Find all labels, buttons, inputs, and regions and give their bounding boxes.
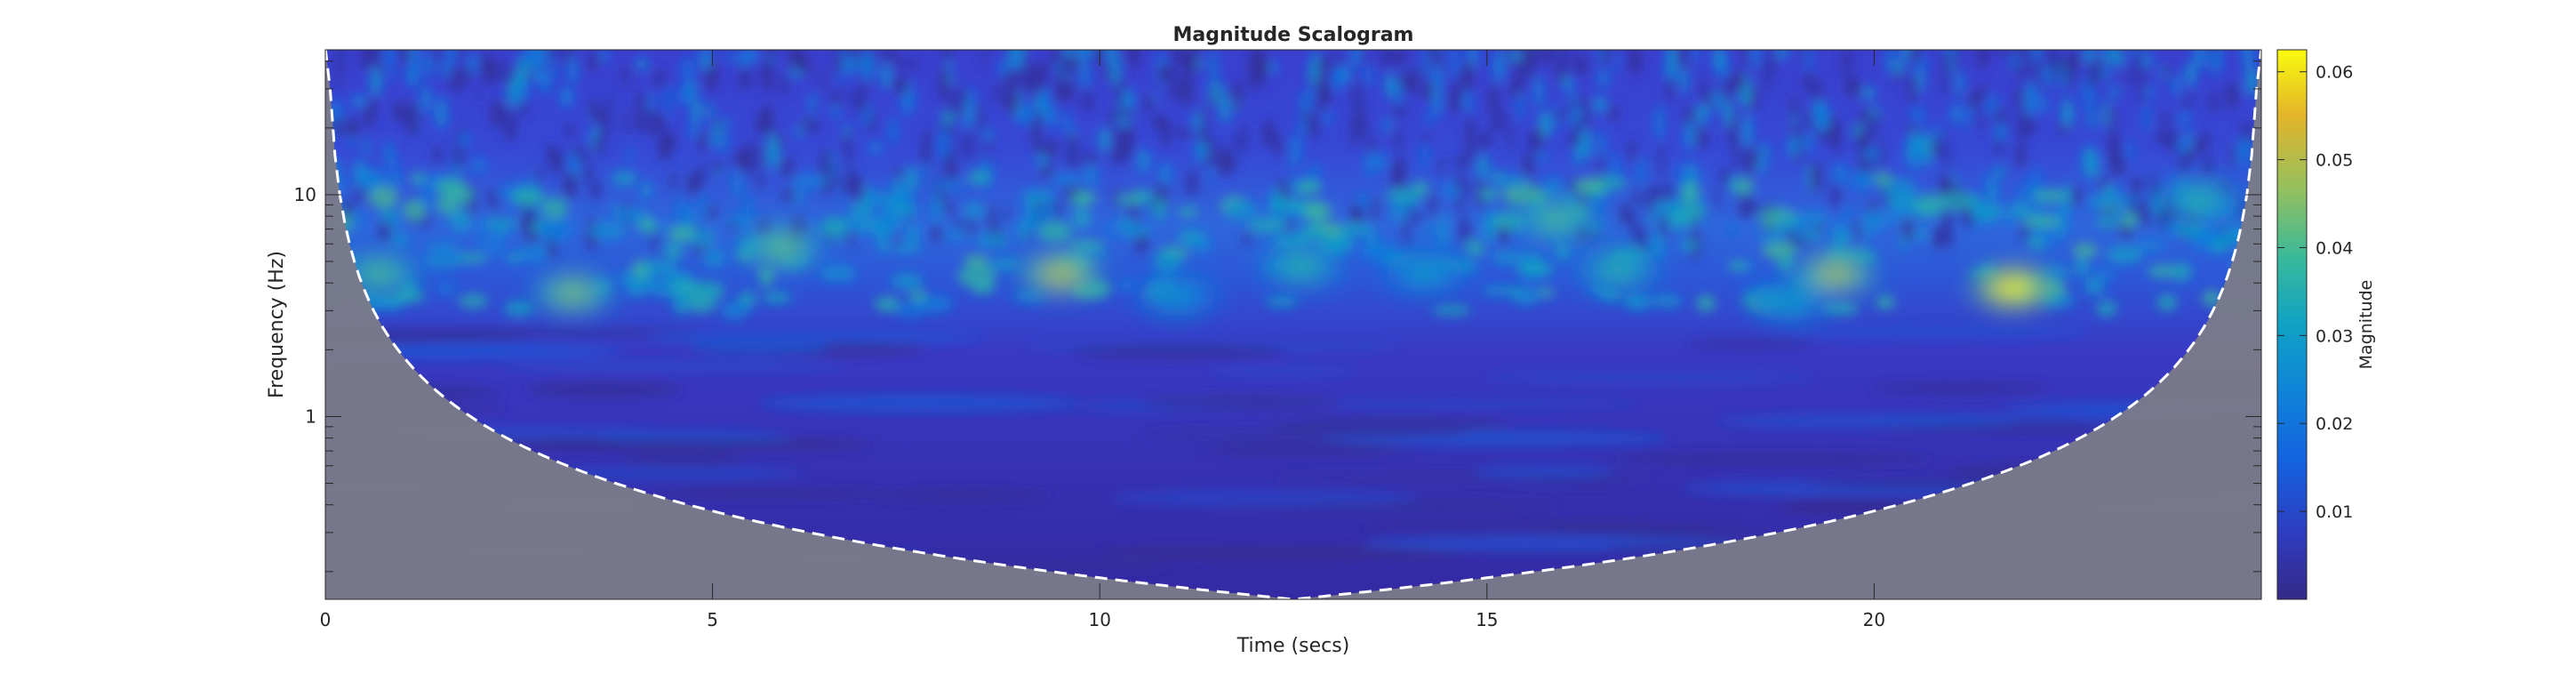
chart-title: Magnitude Scalogram: [1173, 24, 1414, 46]
x-axis: 0 5 10 15 20: [320, 50, 1885, 630]
colorbar-tick-label: 0.04: [2316, 238, 2353, 258]
colorbar-tick-label: 0.06: [2316, 63, 2353, 83]
hotspot-core: [1596, 258, 1640, 282]
hotspot-core: [1767, 290, 1811, 314]
colorbar-tick-label: 0.01: [2316, 502, 2353, 522]
hotspot-core: [1992, 276, 2036, 300]
colorbar: [2276, 49, 2308, 600]
x-tick-label: 0: [320, 609, 332, 630]
hotspot-core: [1404, 260, 1447, 284]
y-axis: 1 10: [294, 60, 2261, 573]
hotspot-core: [1813, 261, 1857, 285]
colorbar-ticks: 0.01 0.02 0.03 0.04 0.05 0.06: [2277, 63, 2353, 522]
hotspot-core: [1535, 206, 1579, 230]
x-tick-label: 20: [1863, 609, 1885, 630]
hotspot-core: [1156, 284, 1199, 308]
hotspot-core: [761, 235, 804, 259]
y-tick-label: 1: [305, 405, 316, 427]
hotspot-layer: [338, 180, 2241, 322]
hotspot-core: [1039, 261, 1083, 285]
colorbar-tick-label: 0.05: [2316, 151, 2353, 171]
plot-frame: [324, 49, 2262, 600]
colorbar-tick-label: 0.03: [2316, 326, 2353, 346]
scalogram-plot: [325, 50, 2261, 599]
hotspot-core: [357, 261, 401, 285]
x-tick-label: 5: [707, 609, 718, 630]
colorbar-tick-label: 0.02: [2316, 414, 2353, 434]
y-tick-label: 10: [294, 184, 316, 205]
x-axis-label: Time (secs): [1236, 635, 1350, 657]
cone-of-influence-shade: [325, 50, 2261, 599]
x-tick-label: 10: [1088, 609, 1110, 630]
x-tick-label: 15: [1476, 609, 1498, 630]
hotspot-core: [2178, 188, 2221, 212]
y-axis-label: Frequency (Hz): [266, 251, 288, 398]
hotspot-core: [551, 281, 595, 305]
hotspot-core: [1279, 253, 1323, 277]
colorbar-label: Magnitude: [2356, 280, 2376, 370]
